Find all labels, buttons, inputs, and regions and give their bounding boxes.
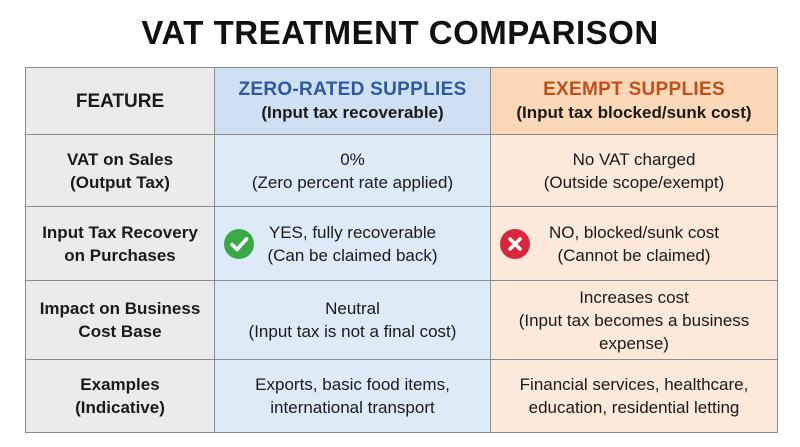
table-row: Input Tax Recovery on Purchases YES, ful… [25,206,778,281]
feature-line: (Indicative) [75,398,165,417]
cell-line: Neutral [325,299,380,318]
feature-line: (Output Tax) [70,172,170,192]
cell-line: Exports, basic food items, [255,375,450,394]
check-circle-icon [224,228,254,259]
exempt-cell: Increases cost (Input tax becomes a busi… [490,280,778,360]
cell-line: Financial services, healthcare, [519,375,749,394]
exempt-cell: No VAT charged (Outside scope/exempt) [490,134,778,207]
cell-line: education, residential letting [528,398,740,417]
cell-line: (Can be claimed back) [267,245,438,265]
header-zero-rated: ZERO-RATED SUPPLIES (Input tax recoverab… [214,67,491,135]
feature-line: VAT on Sales [66,149,174,169]
table-row: VAT on Sales (Output Tax) 0% (Zero perce… [25,134,778,207]
header-feature: FEATURE [25,67,215,135]
cell-line: NO, blocked/sunk cost [548,222,720,242]
cell-line: (Cannot be claimed) [557,245,711,265]
cross-circle-icon [500,228,530,259]
page-title: VAT TREATMENT COMPARISON [141,14,659,51]
header-exempt: EXEMPT SUPPLIES (Input tax blocked/sunk … [490,67,778,135]
table-row: Impact on Business Cost Base Neutral (In… [25,280,778,360]
header-zero-rated-subtitle: (Input tax recoverable) [261,103,444,122]
zero-rated-cell: YES, fully recoverable (Can be claimed b… [214,206,491,281]
feature-line: Impact on Business [39,299,201,318]
exempt-cell: NO, blocked/sunk cost (Cannot be claimed… [490,206,778,281]
feature-line: on Purchases [64,245,176,265]
cell-line: (Outside scope/exempt) [543,172,725,192]
header-exempt-subtitle: (Input tax blocked/sunk cost) [516,103,752,122]
zero-rated-cell: Exports, basic food items, international… [214,359,491,433]
table-row: Examples (Indicative) Exports, basic foo… [25,359,778,433]
row-feature-input-tax-recovery: Input Tax Recovery on Purchases [25,206,215,281]
cell-line: 0% [340,149,365,169]
feature-line: Cost Base [78,322,162,341]
cell-line: (Zero percent rate applied) [251,172,454,192]
feature-line: Examples [80,375,160,394]
comparison-table: FEATURE ZERO-RATED SUPPLIES (Input tax r… [25,67,778,433]
header-zero-rated-title: ZERO-RATED SUPPLIES [238,79,467,100]
row-feature-impact-on-cost-base: Impact on Business Cost Base [25,280,215,360]
exempt-cell: Financial services, healthcare, educatio… [490,359,778,433]
cell-line: (Input tax is not a final cost) [248,322,457,341]
cell-line: No VAT charged [572,149,696,169]
feature-line: Input Tax Recovery [42,222,198,242]
cell-line: Increases cost [579,287,689,307]
cell-line: YES, fully recoverable [268,222,437,242]
row-feature-examples: Examples (Indicative) [25,359,215,433]
row-feature-vat-on-sales: VAT on Sales (Output Tax) [25,134,215,207]
cell-line: expense) [599,333,669,353]
table-header-row: FEATURE ZERO-RATED SUPPLIES (Input tax r… [25,67,778,135]
header-exempt-title: EXEMPT SUPPLIES [543,79,725,100]
cell-line: (Input tax becomes a business [518,310,750,330]
zero-rated-cell: 0% (Zero percent rate applied) [214,134,491,207]
cell-line: international transport [270,398,435,417]
zero-rated-cell: Neutral (Input tax is not a final cost) [214,280,491,360]
